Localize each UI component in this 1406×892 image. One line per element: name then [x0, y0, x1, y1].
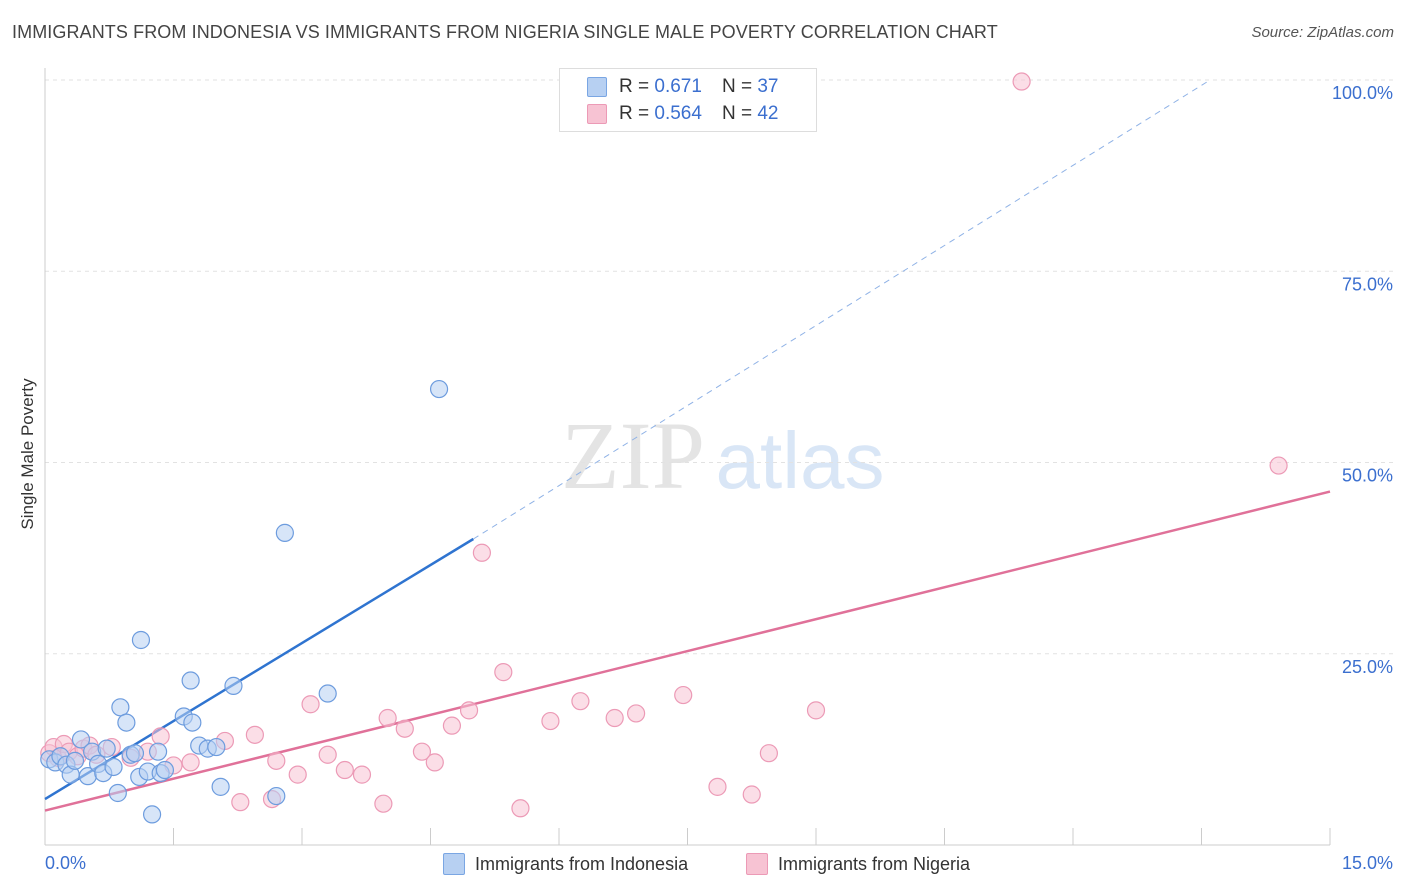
indonesia-n-value: 37 [757, 76, 779, 97]
indonesia-point [108, 783, 127, 803]
watermark: ZIP atlas [561, 402, 884, 509]
nigeria-r-value: 0.564 [654, 103, 702, 124]
y-tick-label: 75.0% [1342, 274, 1393, 294]
nigeria-point [674, 685, 693, 705]
nigeria-point [245, 725, 264, 744]
nigeria-point [374, 794, 393, 813]
nigeria-point [1269, 456, 1288, 475]
series-legend-indonesia: Immigrants from Indonesia [443, 852, 688, 876]
nigeria-point [442, 716, 462, 735]
indonesia-point [142, 805, 162, 824]
nigeria-legend-label: Immigrants from Nigeria [778, 853, 971, 874]
nigeria-point [335, 760, 354, 780]
indonesia-point [117, 713, 136, 732]
tick-labels: 25.0% 50.0% 75.0% 100.0% 0.0% 15.0% [45, 83, 1393, 873]
indonesia-point [104, 757, 123, 777]
nigeria-point [231, 793, 250, 812]
nigeria-point [511, 799, 530, 818]
nigeria-point [1012, 72, 1031, 91]
y-tick-label: 25.0% [1342, 657, 1393, 677]
indonesia-point [131, 630, 151, 650]
watermark-atlas: atlas [716, 416, 885, 505]
indonesia-point [429, 379, 449, 399]
nigeria-legend-icon [746, 853, 768, 875]
nigeria-n-label: N = [721, 103, 753, 124]
indonesia-legend-label: Immigrants from Indonesia [475, 853, 689, 874]
indonesia-trend-line [44, 537, 474, 801]
indonesia-point [65, 751, 85, 770]
y-tick-label: 100.0% [1332, 83, 1393, 103]
nigeria-point [378, 708, 397, 728]
data-points [40, 72, 1288, 824]
indonesia-legend-icon [443, 853, 465, 875]
x-tick-label-max: 15.0% [1342, 853, 1393, 873]
indonesia-point [71, 730, 91, 749]
trend-lines [44, 79, 1331, 812]
nigeria-point [425, 753, 444, 772]
indonesia-point [211, 777, 230, 796]
indonesia-n-label: N = [721, 76, 753, 97]
nigeria-point [742, 785, 761, 804]
indonesia-point [181, 671, 200, 690]
indonesia-point [148, 742, 168, 761]
indonesia-point [224, 676, 243, 695]
indonesia-point [155, 760, 175, 780]
indonesia-point [111, 698, 130, 717]
nigeria-point [571, 692, 590, 711]
nigeria-point [494, 663, 513, 682]
watermark-zip: ZIP [561, 402, 705, 509]
nigeria-point [395, 719, 414, 738]
indonesia-r-value: 0.671 [654, 76, 702, 97]
indonesia-point [125, 744, 145, 763]
indonesia-point [97, 739, 116, 758]
indonesia-trend-extension [473, 79, 1211, 540]
indonesia-point [275, 523, 294, 542]
nigeria-point [759, 744, 778, 763]
legend-row-indonesia: R = 0.671 N = 37 [587, 75, 778, 99]
nigeria-point [626, 704, 646, 723]
indonesia-point [318, 684, 337, 703]
nigeria-point [301, 695, 320, 714]
nigeria-point [267, 751, 286, 770]
nigeria-point [288, 765, 307, 784]
source-label: Source: ZipAtlas.com [1251, 24, 1394, 41]
nigeria-point [541, 711, 560, 731]
correlation-legend: R = 0.671 N = 37 R = 0.564 N = 42 [559, 68, 817, 132]
nigeria-point [352, 765, 372, 784]
nigeria-point [472, 543, 491, 562]
chart-title: IMMIGRANTS FROM INDONESIA VS IMMIGRANTS … [12, 22, 998, 42]
nigeria-swatch-icon [587, 104, 607, 124]
nigeria-point [151, 727, 170, 746]
y-axis-label: Single Male Poverty [18, 378, 37, 530]
nigeria-point [318, 745, 337, 764]
nigeria-point [708, 777, 727, 796]
indonesia-r-label: R = [619, 76, 650, 97]
grid-lines [45, 79, 1395, 655]
nigeria-point [181, 753, 200, 772]
x-tick-label-min: 0.0% [45, 853, 86, 873]
nigeria-r-label: R = [619, 103, 650, 124]
y-tick-label: 50.0% [1342, 466, 1393, 486]
indonesia-swatch-icon [587, 77, 607, 97]
axes [44, 68, 1331, 846]
nigeria-point [806, 701, 826, 720]
series-legend-nigeria: Immigrants from Nigeria [746, 852, 970, 876]
nigeria-point [605, 708, 624, 728]
nigeria-point [412, 742, 432, 761]
indonesia-point [207, 737, 226, 757]
nigeria-trend-line [44, 490, 1331, 812]
indonesia-point [267, 786, 286, 806]
indonesia-point [183, 713, 202, 732]
nigeria-point [459, 701, 479, 720]
nigeria-n-value: 42 [757, 103, 779, 124]
legend-row-nigeria: R = 0.564 N = 42 [587, 102, 778, 126]
